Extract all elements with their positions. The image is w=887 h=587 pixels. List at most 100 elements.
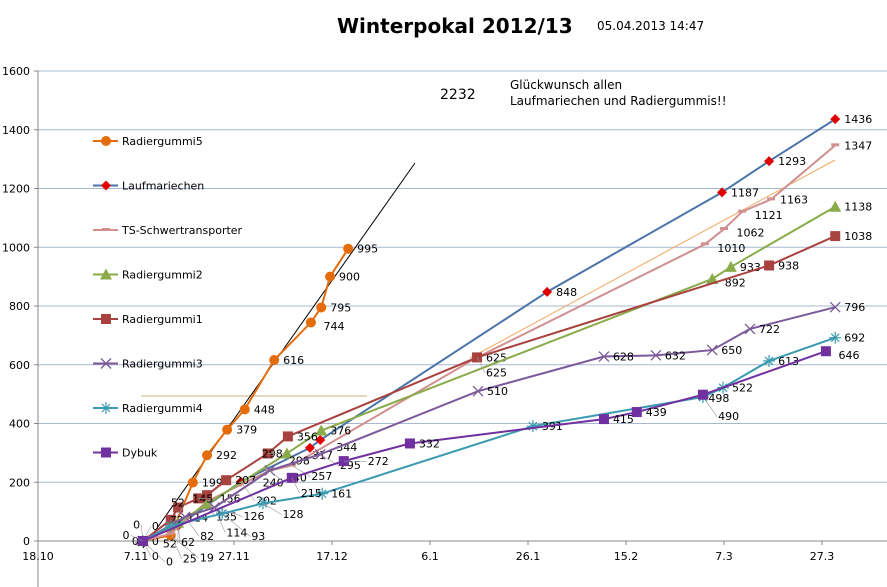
circle-marker bbox=[325, 271, 336, 282]
dash-marker bbox=[738, 209, 747, 213]
label-leader-line bbox=[343, 460, 367, 462]
x-marker bbox=[472, 385, 484, 397]
data-label: 1163 bbox=[780, 193, 808, 206]
x-tick-label: 17.12 bbox=[316, 550, 348, 563]
circle-marker bbox=[305, 317, 316, 328]
square-marker bbox=[697, 389, 708, 400]
label-leader-line bbox=[170, 533, 183, 560]
legend-item: Radiergummi3 bbox=[93, 358, 203, 371]
data-label: 1038 bbox=[844, 230, 872, 243]
triangle-marker bbox=[201, 497, 214, 509]
data-label: 114 bbox=[226, 526, 247, 539]
data-label: 0 bbox=[123, 529, 130, 542]
legend-label: Radiergummi2 bbox=[122, 269, 203, 282]
square-marker bbox=[282, 431, 293, 442]
circle-marker bbox=[222, 424, 233, 435]
data-label: 892 bbox=[725, 277, 746, 290]
legend-label: Laufmariechen bbox=[122, 180, 204, 193]
label-leader-line bbox=[702, 396, 718, 417]
data-label: 126 bbox=[243, 510, 264, 523]
data-label: 128 bbox=[283, 508, 304, 521]
data-label: 522 bbox=[732, 382, 753, 395]
trend-line-orange bbox=[469, 159, 836, 359]
triangle-marker bbox=[100, 268, 112, 280]
label-leader-line bbox=[170, 502, 187, 526]
x-marker bbox=[744, 323, 756, 335]
data-label: 628 bbox=[613, 351, 634, 364]
circle-marker bbox=[239, 404, 250, 415]
x-tick-label: 27.3 bbox=[810, 550, 835, 563]
label-leader-line bbox=[184, 516, 200, 537]
data-label: 0 bbox=[166, 556, 173, 569]
data-label: 1293 bbox=[778, 155, 806, 168]
circle-marker bbox=[202, 450, 213, 461]
data-label: 1062 bbox=[737, 227, 765, 240]
data-label: 272 bbox=[368, 455, 389, 468]
circle-marker bbox=[316, 302, 327, 313]
x-tick-label: 15.2 bbox=[614, 550, 639, 563]
data-label: 616 bbox=[283, 354, 304, 367]
data-label: 646 bbox=[838, 349, 859, 362]
data-label: 298 bbox=[262, 447, 283, 460]
data-label: 52 bbox=[163, 537, 177, 550]
message-line-2: Laufmariechen und Radiergummis!! bbox=[510, 94, 727, 108]
label-leader-line bbox=[240, 481, 256, 502]
data-label: 1010 bbox=[717, 242, 745, 255]
dash-marker bbox=[102, 228, 110, 231]
y-tick-label: 0 bbox=[23, 535, 30, 548]
series-radiergummi4: 692 613 522 490 391 161 128 93 52 0 bbox=[133, 331, 865, 547]
y-tick-label: 1600 bbox=[2, 65, 30, 78]
y-tick-label: 400 bbox=[9, 418, 30, 431]
label-leader-line bbox=[291, 477, 301, 494]
legend-item: Radiergummi5 bbox=[93, 135, 203, 148]
data-label: 796 bbox=[844, 301, 865, 314]
label-leader-line bbox=[170, 535, 200, 559]
data-label: 613 bbox=[778, 355, 799, 368]
label-leader-line bbox=[222, 513, 251, 537]
legend-label: TS-Schwertransporter bbox=[121, 224, 243, 237]
circle-marker bbox=[343, 243, 354, 254]
y-tick-label: 1400 bbox=[2, 124, 30, 137]
diamond-marker bbox=[717, 187, 728, 198]
data-label: 625 bbox=[486, 366, 507, 379]
dash-marker bbox=[166, 531, 175, 535]
star-marker bbox=[764, 356, 774, 366]
data-label: 332 bbox=[419, 437, 440, 450]
square-marker bbox=[173, 502, 184, 513]
data-label: 82 bbox=[200, 530, 214, 543]
data-label: 692 bbox=[844, 332, 865, 345]
diamond-marker bbox=[764, 156, 775, 167]
dash-marker bbox=[287, 463, 296, 467]
circle-marker bbox=[269, 355, 280, 366]
data-label: 448 bbox=[254, 403, 275, 416]
data-label: 632 bbox=[665, 349, 686, 362]
dash-marker bbox=[767, 197, 776, 201]
dash-marker bbox=[720, 227, 728, 231]
x-marker bbox=[100, 358, 112, 369]
square-marker bbox=[101, 447, 111, 458]
data-label: 391 bbox=[542, 420, 563, 433]
data-label: 1138 bbox=[844, 201, 872, 214]
legend-item: Radiergummi4 bbox=[93, 402, 203, 415]
data-label: 25 bbox=[183, 552, 197, 565]
data-label: 490 bbox=[718, 410, 739, 423]
y-tick-label: 1200 bbox=[2, 183, 30, 196]
data-label: 795 bbox=[330, 301, 351, 314]
total-label: 2232 bbox=[440, 87, 476, 103]
square-marker bbox=[221, 475, 232, 486]
legend-item: TS-Schwertransporter bbox=[93, 224, 243, 237]
y-tick-label: 1000 bbox=[2, 241, 30, 254]
data-label: 0 bbox=[152, 535, 159, 548]
data-label: 161 bbox=[331, 488, 352, 501]
data-label: 379 bbox=[236, 424, 257, 437]
data-label: 938 bbox=[778, 259, 799, 272]
y-tick-label: 600 bbox=[9, 359, 30, 372]
data-label: 52 bbox=[171, 496, 185, 509]
legend-item: Radiergummi1 bbox=[93, 313, 203, 326]
x-tick-label: 6.1 bbox=[421, 550, 439, 563]
data-label: 240 bbox=[263, 476, 284, 489]
chart-title: Winterpokal 2012/13 bbox=[337, 14, 573, 38]
data-label: 257 bbox=[311, 470, 332, 483]
